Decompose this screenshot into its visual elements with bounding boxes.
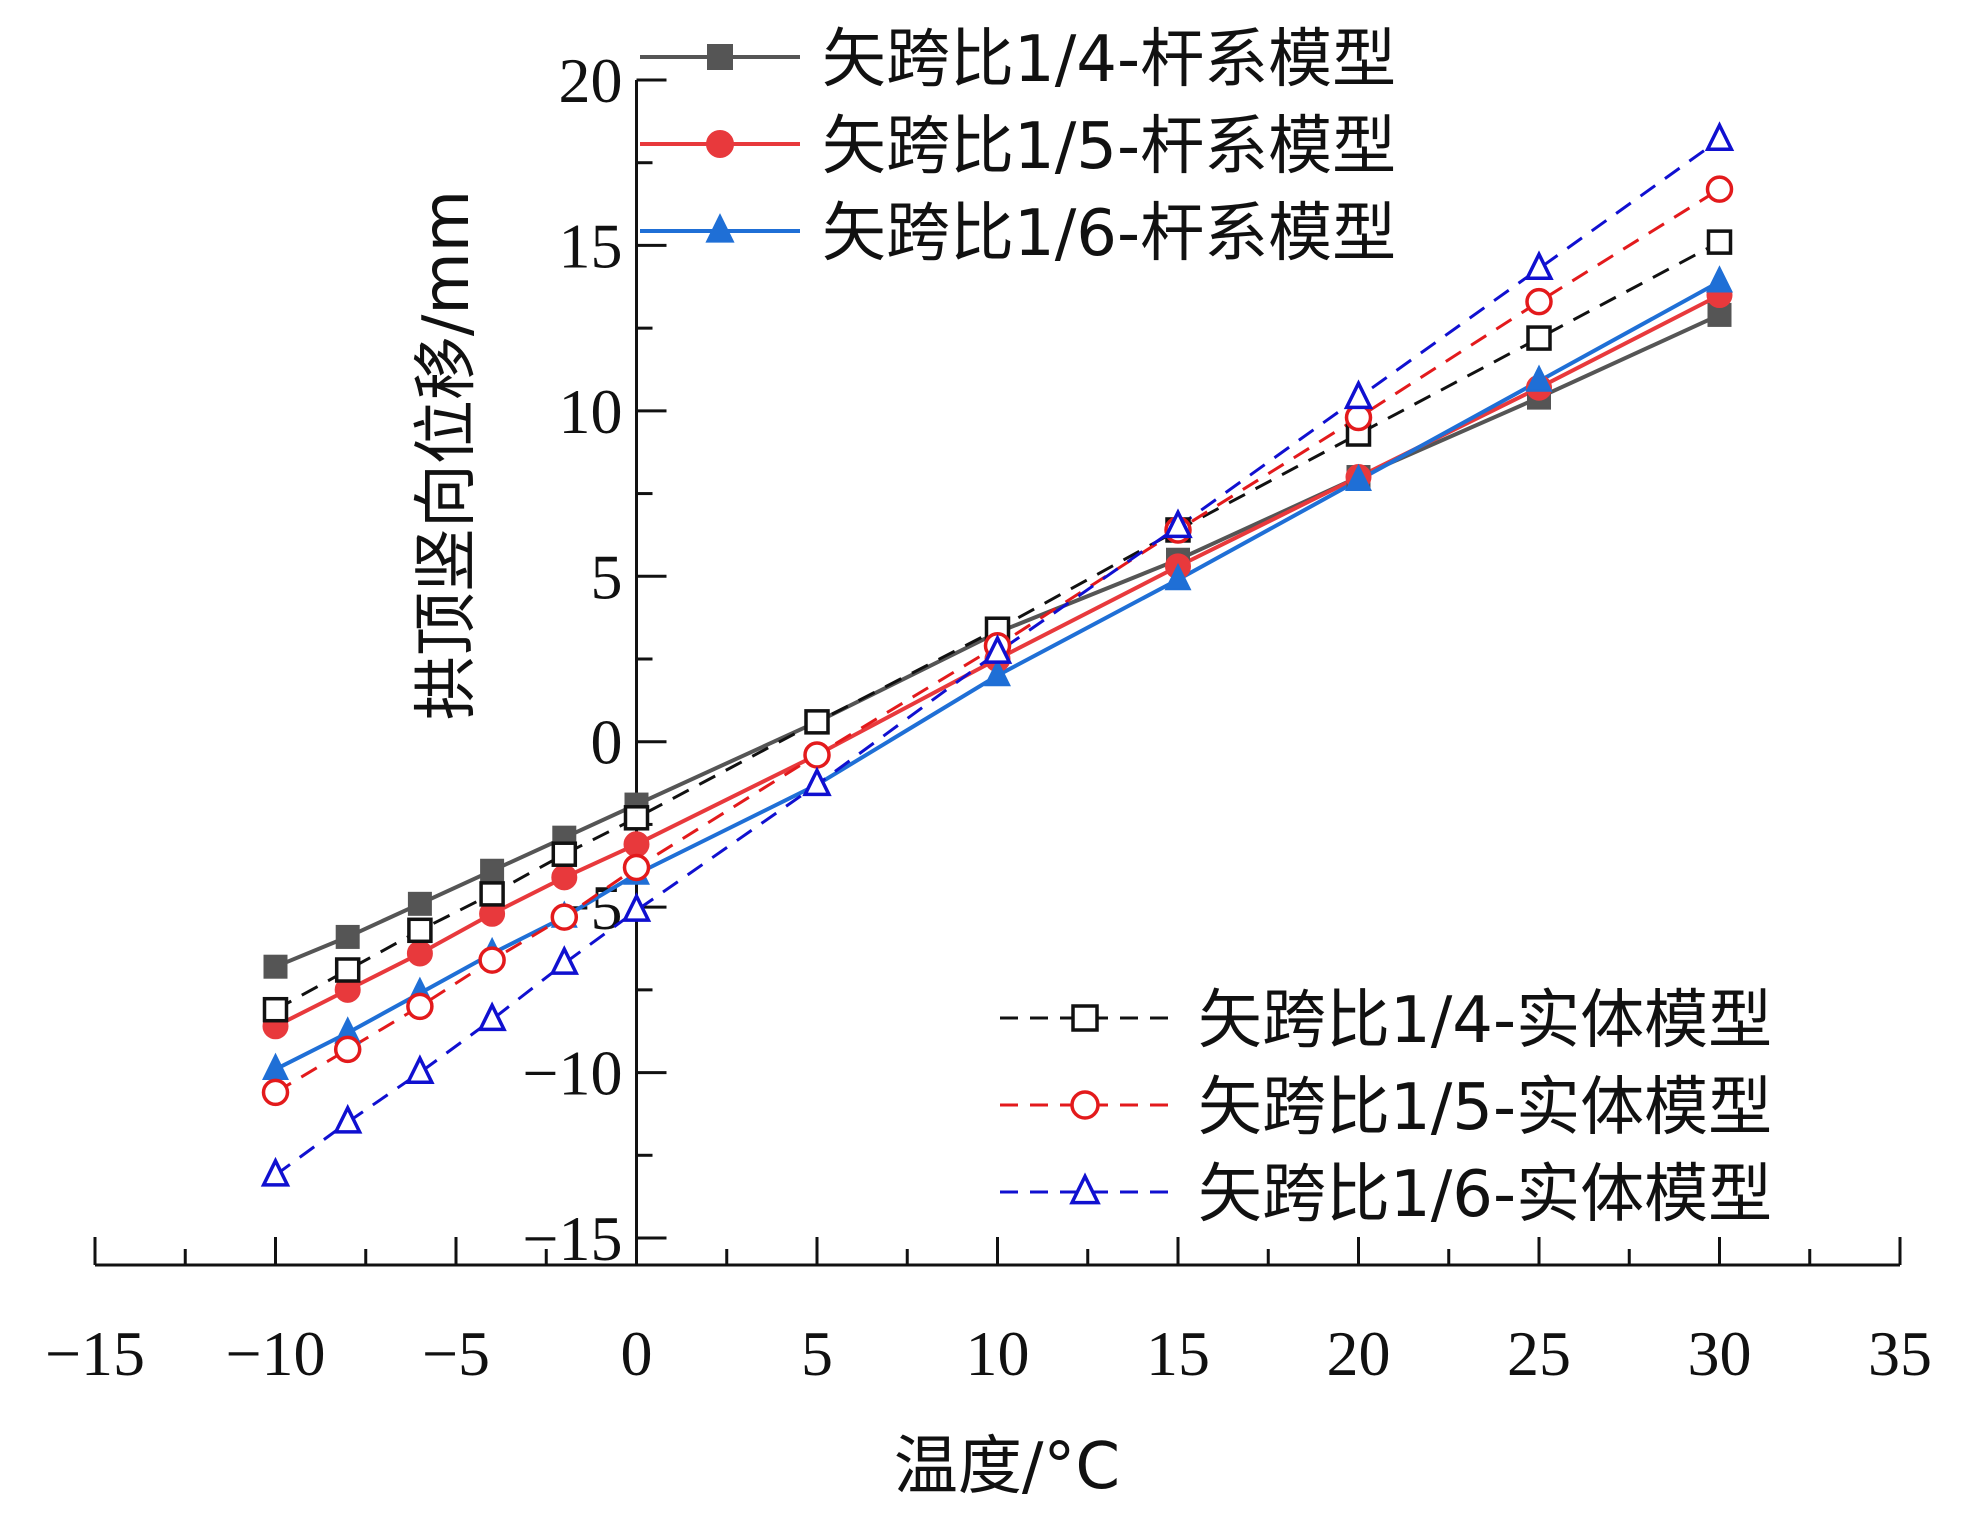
x-tick-label: 15 bbox=[1146, 1318, 1210, 1389]
data-point-s6 bbox=[621, 892, 652, 922]
data-point-s5 bbox=[550, 903, 579, 931]
data-point-s6 bbox=[260, 1156, 291, 1187]
data-point-s4 bbox=[1706, 229, 1733, 255]
data-point-s2 bbox=[623, 831, 650, 858]
data-point-s1 bbox=[407, 891, 432, 916]
legends: 矢跨比1/4-杆系模型矢跨比1/5-杆系模型矢跨比1/6-杆系模型矢跨比1/4-… bbox=[640, 23, 1772, 1232]
y-tick-label: 10 bbox=[559, 376, 623, 447]
x-tick-label: 5 bbox=[801, 1318, 833, 1389]
legend-marker bbox=[707, 44, 733, 70]
data-point-s3 bbox=[1164, 563, 1192, 591]
data-point-s5 bbox=[406, 992, 434, 1021]
y-tick-label: 15 bbox=[559, 210, 623, 281]
legend-label: 矢跨比1/6-实体模型 bbox=[1198, 1158, 1772, 1232]
data-point-s6 bbox=[1343, 379, 1374, 410]
legend-label: 矢跨比1/6-杆系模型 bbox=[822, 197, 1396, 271]
data-point-s2 bbox=[406, 940, 433, 967]
data-point-s4 bbox=[262, 996, 289, 1023]
data-point-s4 bbox=[334, 957, 361, 983]
data-point-s3 bbox=[1525, 364, 1553, 392]
data-point-s1 bbox=[335, 924, 360, 949]
data-point-s5 bbox=[803, 741, 831, 769]
y-axis-title: 拱顶竖向位移/mm bbox=[410, 190, 484, 720]
data-point-s3 bbox=[1706, 265, 1733, 293]
data-point-s5 bbox=[333, 1035, 362, 1064]
data-point-s6 bbox=[1163, 508, 1193, 539]
x-tick-label: −5 bbox=[422, 1318, 490, 1389]
y-tick-label: −15 bbox=[522, 1203, 622, 1274]
legend-label: 矢跨比1/4-杆系模型 bbox=[822, 23, 1396, 97]
data-point-s6 bbox=[333, 1103, 363, 1134]
y-tick-label: 5 bbox=[591, 541, 623, 612]
legend-marker bbox=[705, 213, 735, 243]
data-point-s6 bbox=[405, 1054, 435, 1085]
data-point-s5 bbox=[261, 1078, 290, 1107]
legend-label: 矢跨比1/4-实体模型 bbox=[1198, 984, 1772, 1058]
data-point-s6 bbox=[982, 634, 1013, 664]
x-tick-label: 25 bbox=[1507, 1318, 1571, 1389]
data-point-s6 bbox=[802, 766, 832, 797]
x-tick-label: 30 bbox=[1688, 1318, 1752, 1389]
data-point-s5 bbox=[478, 946, 506, 974]
legend-marker bbox=[1069, 1172, 1101, 1205]
series-markers bbox=[260, 121, 1735, 1187]
data-point-s5 bbox=[1525, 287, 1553, 316]
data-point-s2 bbox=[551, 864, 578, 891]
data-point-s6 bbox=[477, 1001, 507, 1032]
data-point-s4 bbox=[551, 841, 578, 867]
y-tick-label: −10 bbox=[522, 1038, 622, 1109]
data-point-s6 bbox=[549, 945, 579, 975]
x-axis-title: 温度/°C bbox=[894, 1430, 1120, 1504]
data-point-s6 bbox=[1524, 250, 1554, 281]
legend-marker bbox=[1070, 1090, 1100, 1120]
data-point-s1 bbox=[263, 954, 288, 979]
x-tick-label: 35 bbox=[1868, 1318, 1932, 1389]
data-point-s1 bbox=[480, 858, 505, 883]
data-point-s6 bbox=[1704, 121, 1735, 152]
data-point-s4 bbox=[479, 881, 505, 907]
x-tick-label: 0 bbox=[621, 1318, 653, 1389]
legend-label: 矢跨比1/5-实体模型 bbox=[1198, 1071, 1772, 1145]
y-tick-label: 20 bbox=[559, 45, 623, 116]
data-point-s4 bbox=[804, 709, 830, 735]
x-tick-label: 10 bbox=[966, 1318, 1030, 1389]
data-point-s5 bbox=[622, 853, 651, 882]
series-line-5 bbox=[274, 187, 1721, 1094]
data-point-s4 bbox=[623, 805, 650, 831]
legend-marker bbox=[1071, 1004, 1099, 1032]
x-tick-label: −15 bbox=[45, 1318, 145, 1389]
data-point-s4 bbox=[407, 917, 433, 944]
x-tick-label: −10 bbox=[225, 1318, 325, 1389]
data-point-s4 bbox=[1526, 325, 1552, 351]
data-point-s3 bbox=[1345, 463, 1372, 492]
legend-marker bbox=[706, 130, 734, 158]
data-point-s3 bbox=[984, 658, 1011, 687]
legend-label: 矢跨比1/5-杆系模型 bbox=[822, 110, 1396, 184]
data-point-s5 bbox=[1705, 175, 1734, 203]
y-tick-label: 0 bbox=[591, 707, 623, 778]
x-tick-label: 20 bbox=[1327, 1318, 1391, 1389]
